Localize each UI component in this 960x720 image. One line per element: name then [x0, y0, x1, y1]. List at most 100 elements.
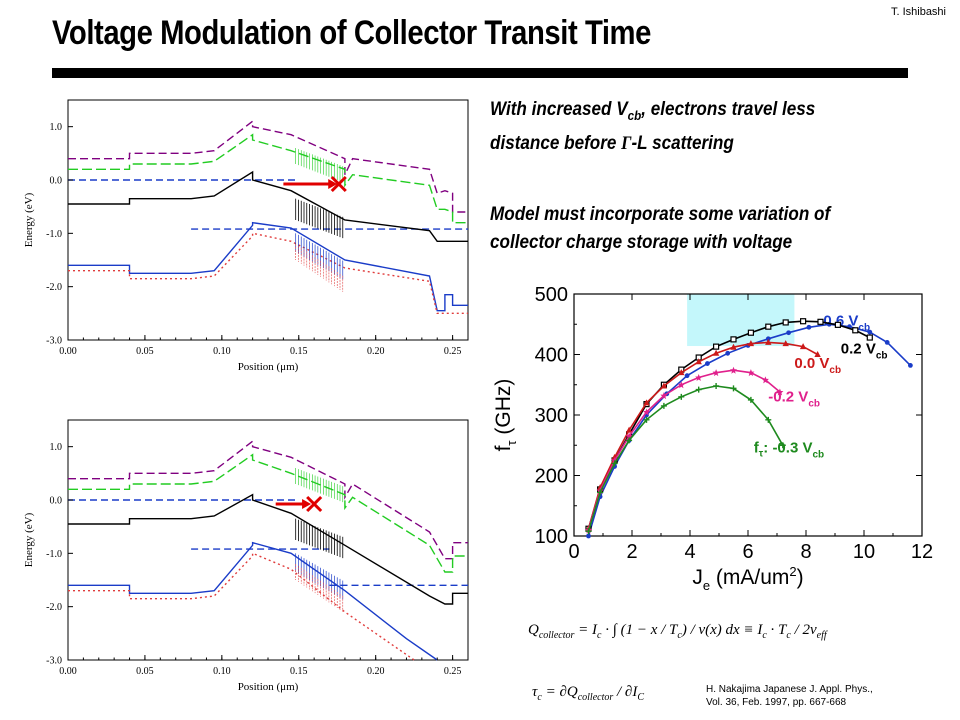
top-cross-b [330, 175, 347, 193]
top-series-5 [68, 221, 468, 312]
series-line-3 [587, 369, 781, 531]
y-axis-label: fτ (GHz) [492, 379, 519, 452]
tau-c-equation: τc = ∂Qcollector / ∂IC [532, 684, 644, 703]
series-line-2 [587, 341, 818, 529]
point-2 [765, 338, 772, 345]
bullet2-line2: collector charge storage with voltage [490, 232, 793, 253]
bottom-xtick-label: 0.25 [444, 666, 462, 677]
ytick-label: 100 [535, 526, 568, 548]
top-xtick-label: 0.05 [136, 346, 154, 357]
eq1-ic-sub: c [762, 630, 767, 641]
bottom-xtick-label: 0.10 [213, 666, 231, 677]
bottom-arrow-head [302, 499, 312, 509]
bullet1-text-d: -L scattering [631, 132, 734, 154]
series-label-0: 0.6 Vcb [823, 312, 870, 333]
point-2 [782, 340, 789, 347]
eq1-integral-rest: ) / v(x) dx ≡ I [681, 622, 763, 638]
point-0 [786, 330, 791, 336]
point-1 [713, 343, 720, 350]
point-0 [884, 340, 890, 345]
eq2-lhs-sub: c [537, 692, 542, 703]
eq1-rhs-den-sub: eff [816, 630, 827, 641]
series-label-2: 0.0 Vcb [794, 355, 841, 376]
bottom-xtick-label: 0.00 [59, 666, 77, 677]
xtick-label: 12 [911, 541, 933, 563]
point-0 [765, 336, 771, 342]
bullet1-text-b: , electrons travel less [641, 99, 816, 120]
top-xtick-label: 0.20 [367, 346, 385, 357]
bottom-xlabel: Position (μm) [238, 681, 299, 693]
point-4 [730, 385, 737, 392]
ytick-label: 200 [535, 466, 568, 488]
author-name: T. Ishibashi [890, 6, 946, 18]
point-3 [625, 432, 633, 440]
point-1 [817, 318, 824, 325]
x-axis-label: Je (mA/um2) [692, 564, 803, 593]
xtick-label: 2 [626, 541, 637, 563]
eq2-body-sub: collector [577, 692, 614, 703]
bottom-ytick-label: 1.0 [50, 442, 63, 453]
top-xtick-label: 0.15 [290, 346, 308, 357]
top-series-6 [68, 232, 468, 315]
top-xtick-label: 0.25 [444, 346, 462, 357]
eq2-rest-sub: C [637, 692, 644, 703]
point-3 [695, 373, 703, 381]
bullet1-text-a: With increased V [490, 99, 628, 120]
bottom-series-7 [68, 552, 415, 661]
bullet1-sub: cb [627, 107, 642, 123]
xtick-label: 4 [684, 541, 695, 563]
point-4 [643, 416, 650, 423]
xtick-label: 10 [853, 541, 875, 563]
point-3 [677, 381, 685, 389]
point-4 [678, 393, 685, 400]
point-0 [806, 324, 812, 330]
point-1 [730, 336, 737, 343]
top-series-4 [68, 170, 468, 243]
bottom-series-0 [68, 439, 468, 560]
bottom-frame [67, 419, 469, 661]
point-0 [867, 329, 873, 335]
point-2 [678, 369, 685, 376]
point-2 [712, 349, 720, 356]
xtick-label: 0 [568, 541, 579, 563]
xtick-label: 6 [742, 541, 753, 563]
bottom-xtick-label: 0.15 [290, 666, 308, 677]
top-ytick-label: -1.0 [46, 229, 62, 240]
band-diagram-top: 0.00 0.05 0.10 0.15 0.20 0.25 1.0 0.0 -1.0 -2.0 -3… [23, 99, 469, 373]
top-xtick-label: 0.00 [59, 346, 77, 357]
point-3 [776, 388, 784, 396]
highlight-box [687, 294, 795, 347]
top-ytick-label: 0.0 [50, 176, 63, 187]
eq1-integral: · ∫ (1 − x / T [605, 622, 678, 638]
point-0 [586, 533, 591, 539]
point-2 [799, 343, 807, 350]
series-label-1: 0.2 Vcb [841, 340, 888, 361]
point-4 [626, 437, 633, 444]
bottom-ytick-label: -2.0 [46, 602, 62, 613]
eq1-body-sub: c [597, 630, 602, 641]
point-4 [779, 442, 786, 449]
eq1-lhs: Q [528, 622, 539, 638]
band-diagram-bottom: 0.00 0.05 0.10 0.15 0.20 0.25 1.0 0.0 -1.0 -2.0 -3… [23, 419, 469, 693]
point-2 [747, 340, 755, 347]
gamma-symbol: Γ [621, 132, 632, 154]
bullet-transit-distance: With increased Vcb, electrons travel les… [490, 96, 815, 158]
citation-line1: H. Nakajima Japanese J. Appl. Phys., [706, 684, 873, 695]
top-arrow-head [328, 179, 338, 189]
slide-title: Voltage Modulation of Collector Transit … [52, 14, 651, 52]
point-1 [782, 319, 789, 326]
eq2-rest: / ∂I [617, 684, 638, 700]
title-underline [52, 68, 908, 78]
point-2 [814, 351, 821, 357]
point-3 [611, 456, 619, 464]
top-series-1 [68, 133, 468, 224]
bottom-xtick-label: 0.05 [136, 666, 154, 677]
xtick-label: 8 [800, 541, 811, 563]
point-1 [765, 323, 772, 330]
bottom-cross-b [306, 495, 323, 513]
point-3 [660, 392, 668, 400]
ytick-label: 300 [535, 405, 568, 427]
point-2 [625, 426, 633, 433]
top-ytick-label: -3.0 [46, 336, 62, 347]
point-4 [660, 402, 667, 409]
